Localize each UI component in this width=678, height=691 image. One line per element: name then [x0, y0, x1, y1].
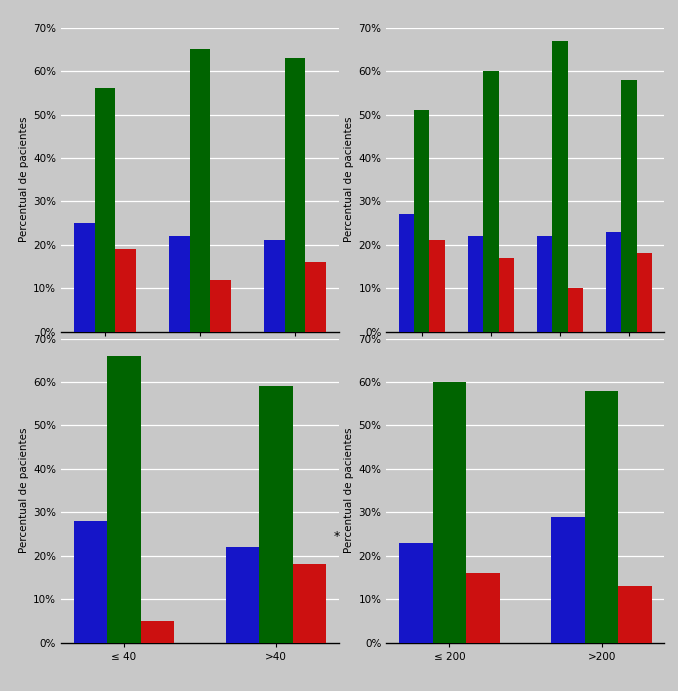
Text: P= 0,420   χ²=6,03: P= 0,420 χ²=6,03 [386, 386, 480, 397]
Bar [399, 214, 414, 332]
Bar [468, 236, 483, 332]
Bar [264, 240, 285, 332]
Bar [637, 254, 652, 332]
Bar [107, 356, 140, 643]
Bar [433, 382, 466, 643]
Text: P= 0,489   χ²=3,37: P= 0,489 χ²=3,37 [61, 386, 155, 397]
Y-axis label: Percentual de pacientes: Percentual de pacientes [344, 428, 355, 553]
Bar [226, 547, 260, 643]
Bar [618, 586, 652, 643]
Bar [140, 621, 174, 643]
Bar [285, 58, 306, 332]
Bar [260, 386, 293, 643]
Bar [74, 223, 94, 332]
Text: CT (mg/dl): CT (mg/dl) [169, 386, 231, 399]
Bar [551, 517, 585, 643]
Bar [190, 49, 210, 332]
Bar [169, 236, 190, 332]
Bar [498, 258, 514, 332]
Bar [585, 390, 618, 643]
Bar [483, 71, 498, 332]
Bar [414, 110, 429, 332]
Bar [567, 288, 583, 332]
Bar [74, 521, 107, 643]
Bar [306, 262, 326, 332]
Bar [606, 231, 622, 332]
Bar [94, 88, 115, 332]
Text: *: * [334, 530, 340, 542]
Bar [553, 41, 567, 332]
Bar [429, 240, 445, 332]
Bar [293, 565, 326, 643]
Bar [115, 249, 136, 332]
Bar [466, 573, 500, 643]
Bar [537, 236, 553, 332]
Y-axis label: Percentual de pacientes: Percentual de pacientes [344, 117, 355, 243]
Bar [622, 79, 637, 332]
Y-axis label: Percentual de pacientes: Percentual de pacientes [19, 117, 29, 243]
Bar [399, 542, 433, 643]
Bar [210, 280, 231, 332]
Text: LDL-C ( mg/dl): LDL-C ( mg/dl) [483, 386, 568, 399]
Y-axis label: Percentual de pacientes: Percentual de pacientes [19, 428, 29, 553]
